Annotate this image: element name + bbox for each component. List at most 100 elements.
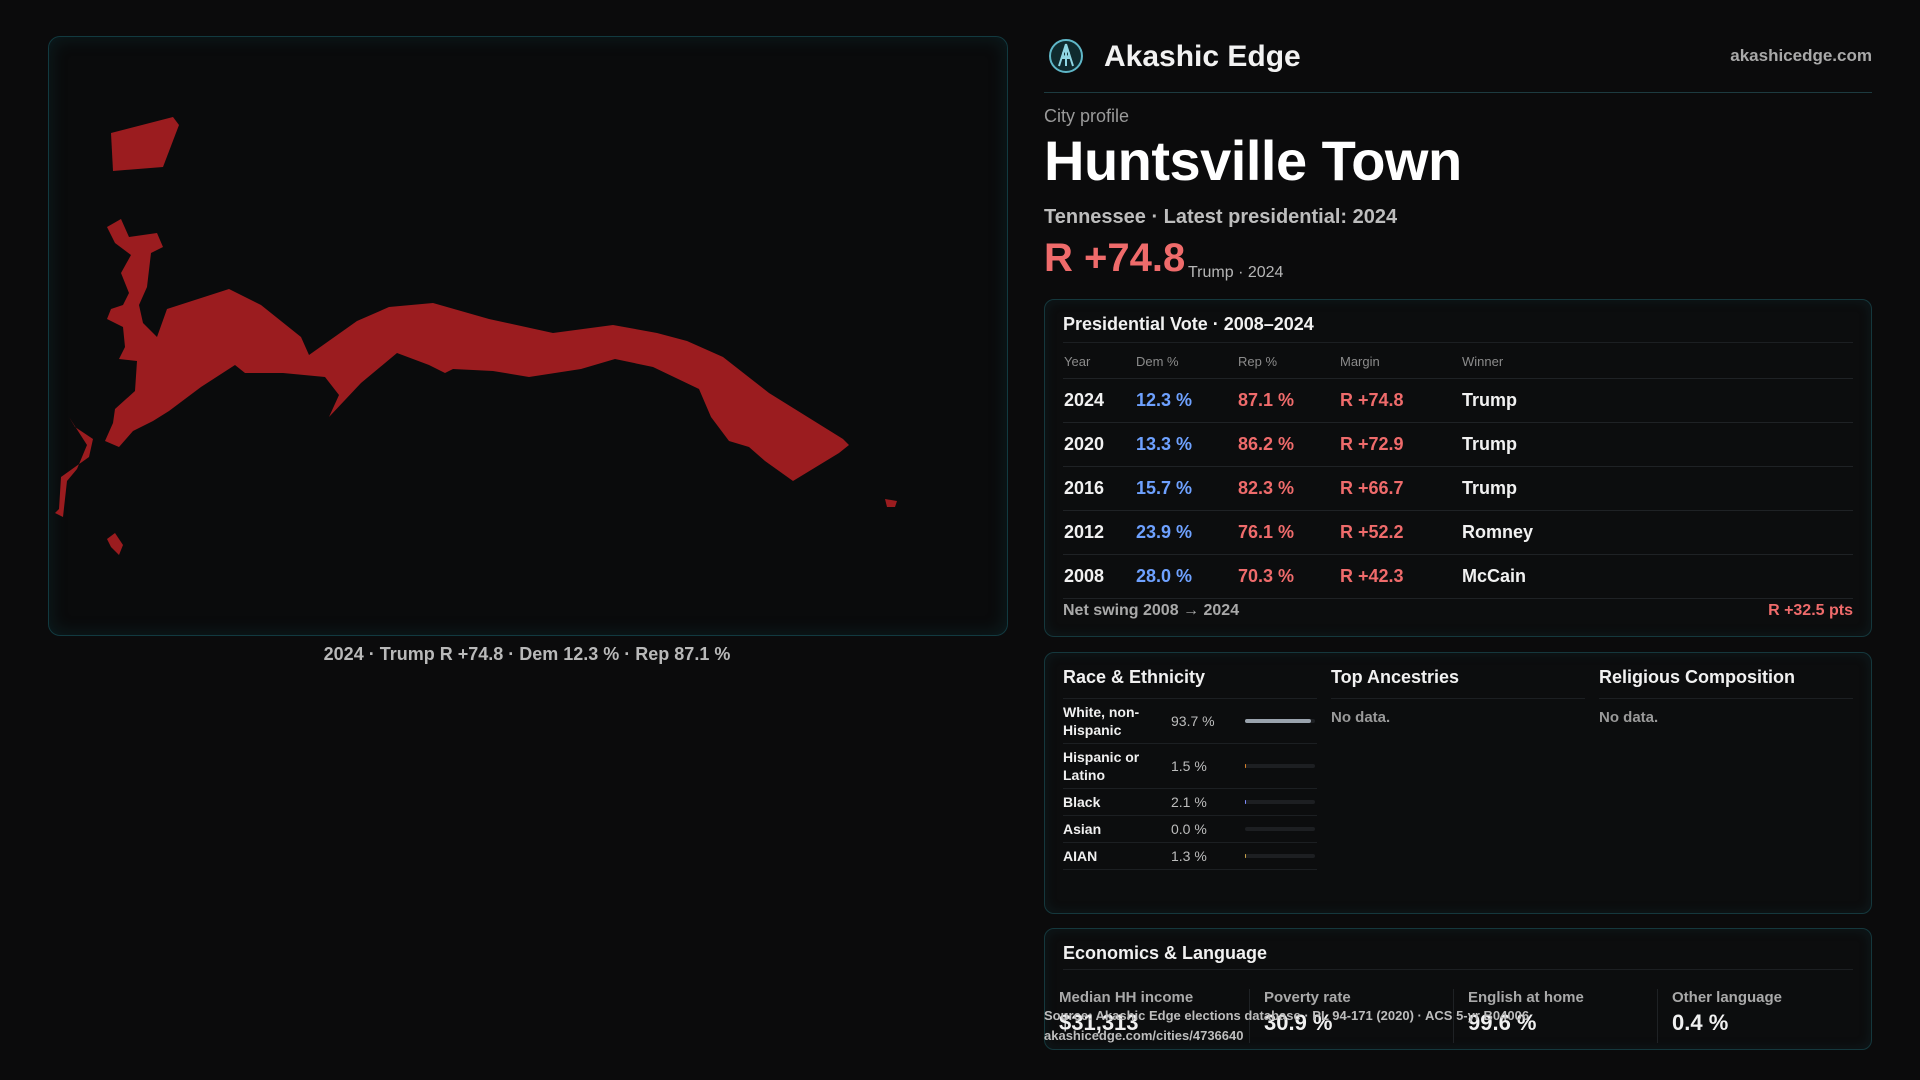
race-share-bar xyxy=(1245,827,1315,831)
stat-poverty-rate: Poverty rate 30.9 % xyxy=(1249,989,1454,1043)
race-percent: 93.7 % xyxy=(1171,713,1215,729)
cell-year: 2012 xyxy=(1063,510,1135,555)
map-shape-north-parcel xyxy=(111,117,179,171)
race-name: AIAN xyxy=(1063,848,1098,864)
religion-title: Religious Composition xyxy=(1599,667,1853,699)
cell-winner: Romney xyxy=(1461,510,1853,555)
race-share-bar xyxy=(1245,719,1315,723)
race-share-fill xyxy=(1245,854,1247,858)
header-rep: Rep % xyxy=(1237,344,1339,379)
city-boundary-map xyxy=(55,117,897,555)
divider xyxy=(1063,342,1853,343)
divider xyxy=(1063,969,1853,970)
cell-winner: Trump xyxy=(1461,378,1853,423)
stat-label: Poverty rate xyxy=(1264,989,1351,1006)
stat-value: $31,313 xyxy=(1059,1010,1139,1035)
economics-card: Economics & Language Median HH income $3… xyxy=(1044,928,1872,1050)
race-ethnicity-list: White, non-Hispanic 93.7 % Hispanic or Lat… xyxy=(1063,699,1317,870)
stat-label: English at home xyxy=(1468,989,1584,1006)
race-name: Hispanic or Latino xyxy=(1063,749,1140,783)
race-name: Black xyxy=(1063,794,1101,810)
header-dem: Dem % xyxy=(1135,344,1237,379)
table-row: 2008 28.0 % 70.3 % R +42.3 McCain xyxy=(1063,554,1853,599)
race-ethnicity-section: Race & Ethnicity White, non-Hispanic 93.7… xyxy=(1063,667,1317,870)
stat-value: 30.9 % xyxy=(1264,1010,1333,1035)
cell-dem: 28.0 % xyxy=(1135,554,1237,599)
race-percent: 1.3 % xyxy=(1171,848,1207,864)
header-winner: Winner xyxy=(1461,344,1853,379)
stat-value: 0.4 % xyxy=(1672,1010,1729,1035)
source-citation: Source: Akashic Edge elections database … xyxy=(1044,1008,1530,1023)
page-subtitle: Tennessee · Latest presidential: 2024 xyxy=(1044,206,1398,228)
table-row: 2024 12.3 % 87.1 % R +74.8 Trump xyxy=(1063,378,1853,423)
city-map xyxy=(48,36,1008,636)
map-shape-south-spur xyxy=(55,417,93,517)
cell-dem: 23.9 % xyxy=(1135,510,1237,555)
race-share-bar xyxy=(1245,854,1315,858)
brand-name: Akashic Edge xyxy=(1104,40,1301,73)
economics-title: Economics & Language xyxy=(1063,943,1268,963)
race-percent: 1.5 % xyxy=(1171,758,1207,774)
map-shape-east-notch xyxy=(885,499,897,507)
map-shape-main-body xyxy=(105,219,849,481)
cell-winner: McCain xyxy=(1461,554,1853,599)
race-share-bar xyxy=(1245,764,1315,768)
latest-margin: R +74.8 xyxy=(1044,236,1186,280)
presidential-vote-title: Presidential Vote · 2008–2024 xyxy=(1063,314,1314,334)
demographics-card: Race & Ethnicity White, non-Hispanic 93.7… xyxy=(1044,652,1872,914)
race-row: Hispanic or Latino 1.5 % xyxy=(1063,744,1317,789)
compass-logo-icon xyxy=(1049,39,1083,73)
race-row: AIAN 1.3 % xyxy=(1063,843,1317,870)
race-share-fill xyxy=(1245,719,1311,723)
cell-year: 2008 xyxy=(1063,554,1135,599)
table-row: 2020 13.3 % 86.2 % R +72.9 Trump xyxy=(1063,422,1853,467)
stat-other-language: Other language 0.4 % xyxy=(1657,989,1862,1043)
race-row: Black 2.1 % xyxy=(1063,789,1317,816)
presidential-vote-card: Presidential Vote · 2008–2024 Year Dem %… xyxy=(1044,299,1872,637)
race-row: White, non-Hispanic 93.7 % xyxy=(1063,699,1317,744)
cell-margin: R +74.8 xyxy=(1339,378,1461,423)
race-name: Asian xyxy=(1063,821,1102,837)
page-title: Huntsville Town xyxy=(1044,129,1462,192)
ancestry-empty-state: No data. xyxy=(1331,709,1391,726)
cell-year: 2016 xyxy=(1063,466,1135,511)
header-year: Year xyxy=(1063,344,1135,379)
cell-dem: 15.7 % xyxy=(1135,466,1237,511)
cell-rep: 70.3 % xyxy=(1237,554,1339,599)
race-share-fill xyxy=(1245,800,1247,804)
cell-margin: R +66.7 xyxy=(1339,466,1461,511)
cell-winner: Trump xyxy=(1461,422,1853,467)
stat-label: Median HH income xyxy=(1059,989,1194,1006)
cell-rep: 82.3 % xyxy=(1237,466,1339,511)
cell-rep: 87.1 % xyxy=(1237,378,1339,423)
cell-margin: R +72.9 xyxy=(1339,422,1461,467)
net-swing-label: Net swing 2008 → 2024 xyxy=(1063,602,1240,619)
ancestry-section: Top Ancestries No data. xyxy=(1331,667,1585,726)
page-kicker: City profile xyxy=(1044,106,1130,126)
table-header-row: Year Dem % Rep % Margin Winner xyxy=(1063,344,1853,379)
net-swing-value: R +32.5 pts xyxy=(1768,602,1853,619)
presidential-vote-table: Year Dem % Rep % Margin Winner 2024 12.3… xyxy=(1063,344,1853,599)
source-link[interactable]: akashicedge.com/cities/4736640 xyxy=(1044,1028,1244,1043)
stat-median-income: Median HH income $31,313 xyxy=(1045,989,1249,1043)
stat-label: Other language xyxy=(1672,989,1783,1006)
race-row: Asian 0.0 % xyxy=(1063,816,1317,843)
cell-margin: R +52.2 xyxy=(1339,510,1461,555)
cell-year: 2020 xyxy=(1063,422,1135,467)
stat-value: 99.6 % xyxy=(1468,1010,1537,1035)
race-ethnicity-title: Race & Ethnicity xyxy=(1063,667,1317,699)
table-row: 2016 15.7 % 82.3 % R +66.7 Trump xyxy=(1063,466,1853,511)
race-name: White, non-Hispanic xyxy=(1063,704,1140,738)
cell-dem: 12.3 % xyxy=(1135,378,1237,423)
race-percent: 2.1 % xyxy=(1171,794,1207,810)
ancestry-title: Top Ancestries xyxy=(1331,667,1585,699)
brand-url-link[interactable]: akashicedge.com xyxy=(1730,46,1872,65)
source-footer: Source: Akashic Edge elections database … xyxy=(1044,1006,1529,1046)
table-row: 2012 23.9 % 76.1 % R +52.2 Romney xyxy=(1063,510,1853,555)
race-share-fill xyxy=(1245,764,1247,768)
religion-empty-state: No data. xyxy=(1599,709,1659,726)
cell-winner: Trump xyxy=(1461,466,1853,511)
brand-header: Akashic Edge akashicedge.com xyxy=(1044,36,1872,93)
map-shape-south-fragment xyxy=(107,533,123,555)
cell-year: 2024 xyxy=(1063,378,1135,423)
